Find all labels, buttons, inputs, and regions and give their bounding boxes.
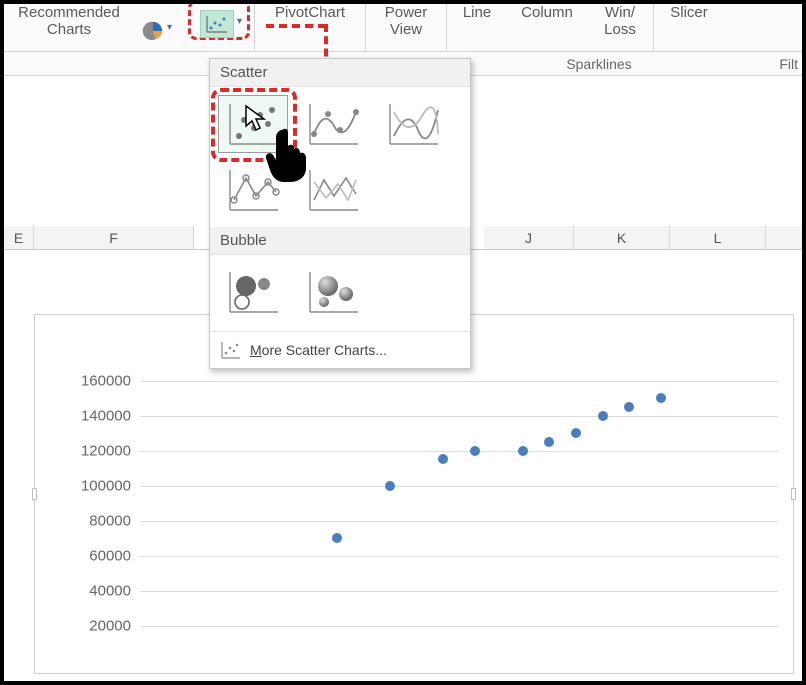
y-axis-label: 40000 <box>71 582 131 599</box>
pivot-chart-button[interactable]: PivotChart ▾ <box>255 4 365 52</box>
data-point <box>518 446 528 456</box>
hand-pointer-icon <box>262 124 312 184</box>
gridline <box>140 451 778 452</box>
sparklines-group-label: Sparklines <box>479 56 719 72</box>
data-point <box>598 411 608 421</box>
bubble-3d-option[interactable] <box>298 263 368 321</box>
column-header[interactable]: E <box>4 226 34 249</box>
gridline <box>140 416 778 417</box>
recommended-charts-button[interactable]: Recommended Charts <box>4 4 134 52</box>
data-point <box>332 533 342 543</box>
scatter-chart-inner[interactable] <box>200 10 234 38</box>
plot-area <box>140 377 778 643</box>
column-header[interactable]: K <box>574 226 670 249</box>
scatter-smooth-icon <box>384 100 442 148</box>
gridline <box>140 626 778 627</box>
pie-icon <box>142 20 164 42</box>
scatter-straight-icon <box>304 166 362 214</box>
data-point <box>385 481 395 491</box>
y-axis-label: 140000 <box>71 407 131 424</box>
gridline <box>140 591 778 592</box>
scatter-row-2 <box>210 153 470 227</box>
scatter-mini-icon <box>205 14 229 34</box>
bubble-row <box>210 255 470 331</box>
data-point <box>571 428 581 438</box>
data-point <box>624 402 634 412</box>
highlight-connector <box>266 24 326 28</box>
more-scatter-charts-button[interactable]: More Scatter Charts... <box>210 331 470 368</box>
gridline <box>140 521 778 522</box>
more-scatter-label: More Scatter Charts... <box>250 342 387 358</box>
bubble-section-header: Bubble <box>210 227 470 255</box>
slicer-label: Slicer <box>670 4 708 21</box>
bubble-2d-option[interactable] <box>218 263 288 321</box>
power-view-label: Power View <box>385 4 428 39</box>
scatter-mini-icon <box>220 340 242 360</box>
power-view-button[interactable]: Power View <box>366 4 446 52</box>
scatter-smooth-markers-icon <box>304 100 362 148</box>
gridline <box>140 486 778 487</box>
data-point <box>544 437 554 447</box>
resize-handle[interactable] <box>32 488 37 500</box>
gridline <box>140 381 778 382</box>
sparkline-line-button[interactable]: Line <box>447 4 507 52</box>
y-axis-label: 20000 <box>71 617 131 634</box>
sparkline-winloss-button[interactable]: Win/ Loss <box>587 4 653 52</box>
data-point <box>470 446 480 456</box>
sparkline-column-label: Column <box>521 4 573 21</box>
scatter-section-header: Scatter <box>210 59 470 87</box>
app-frame: Recommended Charts ▾ ▾ <box>0 0 806 685</box>
scatter-smooth-option[interactable] <box>378 95 448 153</box>
column-header[interactable]: L <box>670 226 766 249</box>
gridline <box>140 556 778 557</box>
column-header[interactable]: F <box>34 226 194 249</box>
bubble-3d-icon <box>304 268 362 316</box>
ribbon: Recommended Charts ▾ ▾ <box>4 4 802 52</box>
y-axis-label: 60000 <box>71 547 131 564</box>
recommended-charts-label: Recommended Charts <box>18 4 120 39</box>
y-axis-label: 120000 <box>71 442 131 459</box>
column-header[interactable]: J <box>484 226 574 249</box>
sparkline-line-label: Line <box>463 4 491 21</box>
resize-handle[interactable] <box>791 488 796 500</box>
filters-group-label: Filt <box>719 56 802 72</box>
chevron-down-icon: ▾ <box>167 22 172 34</box>
y-axis-label: 100000 <box>71 477 131 494</box>
slicer-button[interactable]: Slicer <box>654 4 724 52</box>
y-axis-label: 160000 <box>71 372 131 389</box>
data-point <box>438 454 448 464</box>
y-axis-label: 80000 <box>71 512 131 529</box>
bubble-2d-icon <box>224 268 282 316</box>
pie-chart-button[interactable]: ▾ <box>134 4 192 52</box>
pivot-chart-label: PivotChart <box>275 4 345 21</box>
sparkline-column-button[interactable]: Column <box>507 4 587 52</box>
data-point <box>656 393 666 403</box>
scatter-chart-button[interactable]: ▾ <box>192 4 254 52</box>
sparkline-winloss-label: Win/ Loss <box>604 4 636 39</box>
